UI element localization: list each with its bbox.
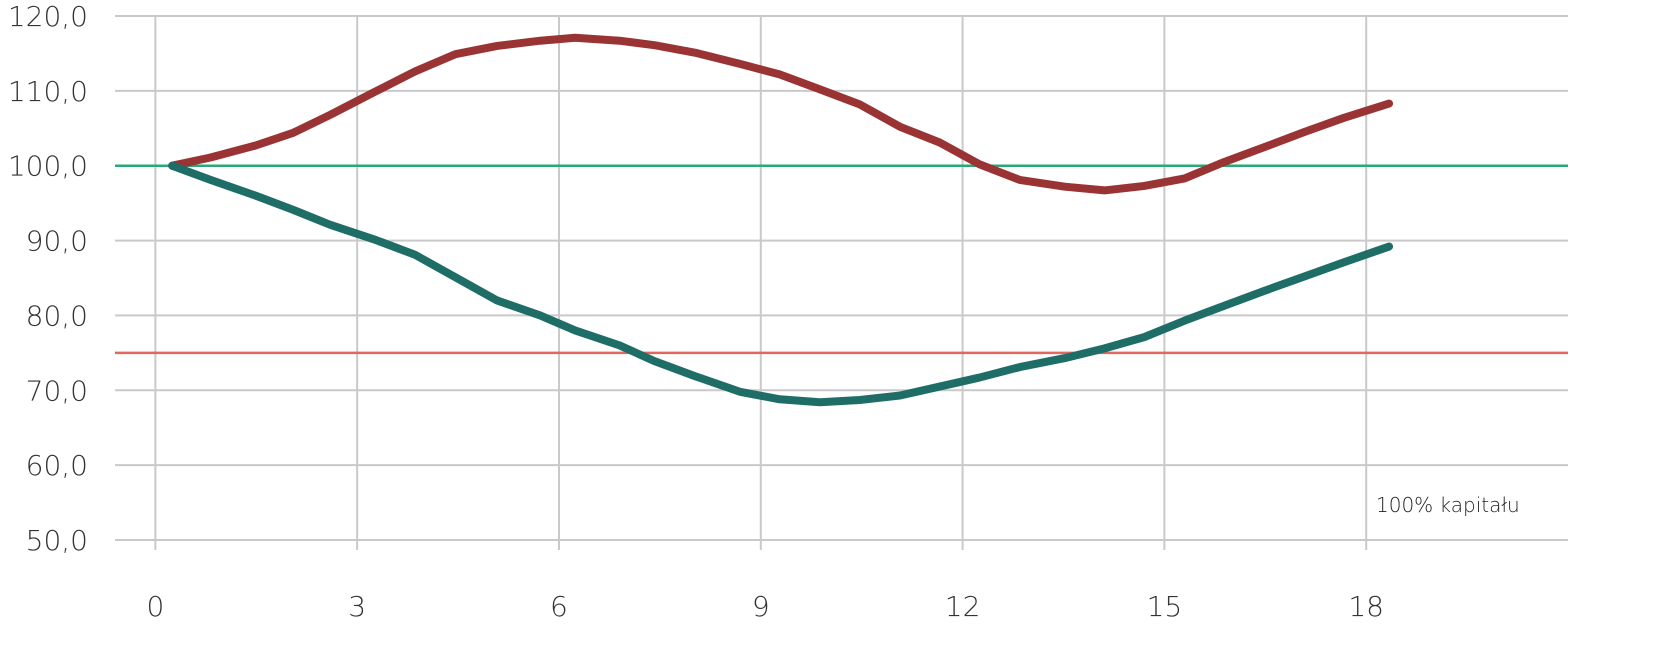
y-tick-label: 80,0: [26, 299, 88, 332]
x-tick-label: 6: [550, 590, 568, 623]
line-series: [168, 161, 1394, 407]
y-tick-label: 60,0: [26, 449, 88, 482]
x-tick-label: 12: [945, 590, 981, 623]
line-series: [168, 33, 1394, 195]
x-tick-label: 0: [146, 590, 164, 623]
y-tick-label: 110,0: [8, 75, 88, 108]
x-tick-label: 18: [1348, 590, 1384, 623]
y-tick-label: 50,0: [26, 524, 88, 557]
annotation: 100% kapitału: [1376, 493, 1520, 517]
y-tick-label: 100,0: [8, 150, 88, 183]
y-tick-label: 90,0: [26, 225, 88, 258]
x-tick-label: 9: [752, 590, 770, 623]
y-tick-label: 70,0: [26, 374, 88, 407]
y-tick-label: 120,0: [8, 0, 88, 33]
x-tick-label: 15: [1147, 590, 1183, 623]
x-tick-label: 3: [348, 590, 366, 623]
